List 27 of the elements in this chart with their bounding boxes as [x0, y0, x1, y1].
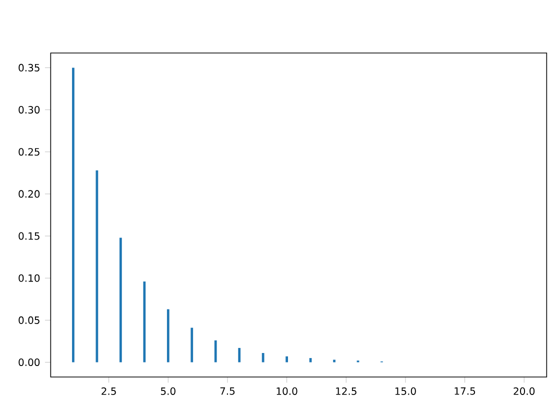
y-tick-label: 0.30 — [18, 106, 40, 114]
bar — [166, 309, 170, 362]
bar — [309, 358, 312, 362]
bar — [143, 281, 146, 362]
x-tick-label: 12.5 — [336, 387, 356, 395]
bar — [119, 238, 122, 362]
x-tick-label: 10.0 — [276, 387, 298, 395]
bar — [238, 348, 241, 362]
x-tick-label: 7.5 — [220, 387, 235, 395]
x-tick-label: 17.5 — [454, 387, 476, 395]
y-tick-label: 0.05 — [18, 316, 40, 324]
bar — [214, 340, 217, 362]
bar — [333, 360, 336, 362]
y-tick-label: 0.35 — [18, 64, 40, 72]
bar — [262, 353, 264, 362]
x-tick-label: 15.0 — [395, 387, 416, 395]
bar — [190, 328, 194, 362]
bar — [286, 356, 288, 362]
x-tick-label: 2.5 — [102, 387, 116, 395]
bar — [72, 68, 74, 362]
x-tick-label: 20.0 — [514, 387, 535, 395]
y-tick-label: 0.25 — [18, 148, 40, 156]
y-tick-label: 0.15 — [18, 232, 40, 240]
y-tick-label: 0.20 — [18, 190, 40, 198]
y-tick-label: 0.00 — [18, 358, 40, 366]
y-tick-label: 0.10 — [18, 274, 40, 282]
x-tick-label: 5.0 — [160, 387, 176, 395]
